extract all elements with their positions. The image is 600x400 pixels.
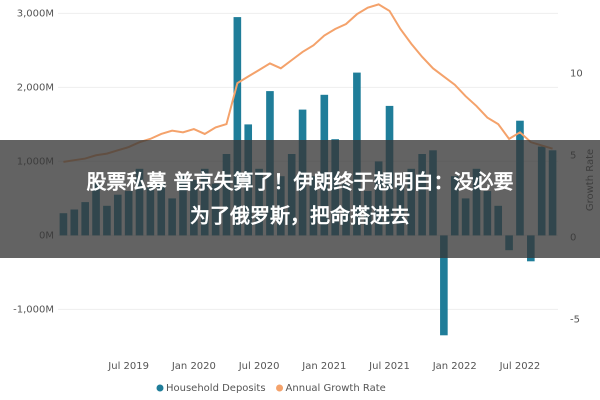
- x-tick-label: Jul 2021: [368, 361, 410, 372]
- line: [63, 3, 553, 163]
- y2-tick-label: -5: [570, 314, 580, 325]
- headline: 股票私募 普京失算了！伊朗终于想明白：没必要: [87, 170, 514, 194]
- x-tick-label: Jul 2022: [499, 361, 541, 372]
- y-tick-label: 2,000M: [17, 82, 54, 93]
- headline: 为了俄罗斯，把命搭进去: [190, 204, 410, 228]
- legend-label: Annual Growth Rate: [286, 383, 386, 394]
- bar: [233, 17, 242, 236]
- x-tick-label: Jan 2022: [432, 361, 477, 372]
- y2-tick-label: 10: [570, 68, 583, 79]
- legend-label: Household Deposits: [166, 383, 266, 394]
- y-tick-label: 3,000M: [17, 8, 54, 19]
- x-tick-label: Jan 2021: [301, 361, 346, 372]
- legend-swatch: [156, 384, 164, 392]
- x-tick-label: Jul 2020: [238, 361, 280, 372]
- y-tick-label: -1,000M: [13, 304, 54, 315]
- overlay-band: [0, 140, 600, 258]
- bar: [440, 235, 448, 336]
- x-tick-label: Jan 2020: [171, 361, 216, 372]
- legend-swatch: [276, 384, 284, 392]
- x-tick-label: Jul 2019: [107, 361, 149, 372]
